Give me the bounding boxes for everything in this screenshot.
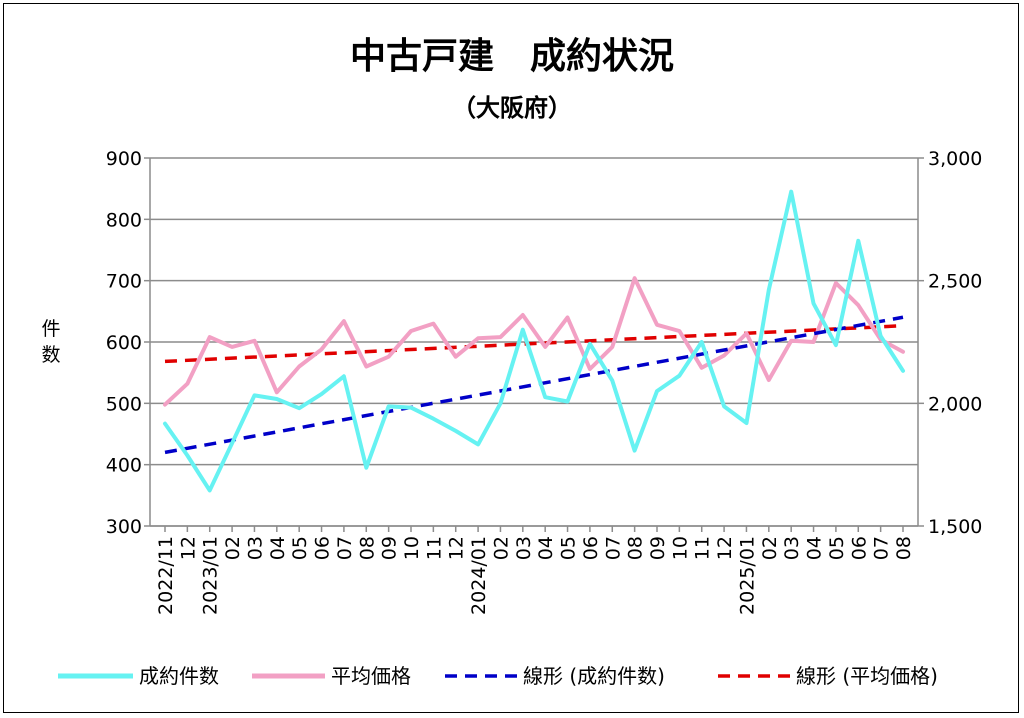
y-axis-label-char: 件 bbox=[41, 318, 60, 340]
left-axis-ticks: 300 400 500 600 700 800 900 bbox=[106, 148, 142, 538]
chart-subtitle: （大阪府） bbox=[452, 94, 572, 122]
legend-label: 成約件数 bbox=[139, 664, 219, 688]
legend: 成約件数 平均価格 線形 (成約件数) 線形 (平均価格) bbox=[58, 664, 938, 688]
series-line-count bbox=[163, 189, 905, 493]
left-tick-label: 400 bbox=[106, 455, 142, 477]
x-axis-ticks: 2022/11 12 2023/01 02 03 04 05 06 07 08 09 10 11 12 20… bbox=[155, 526, 915, 615]
x-tick-label: 06 bbox=[580, 536, 602, 560]
x-tick-label: 2022/11 bbox=[155, 536, 177, 615]
x-tick-label: 06 bbox=[312, 536, 334, 560]
trendline-price bbox=[164, 323, 904, 364]
right-tick-label: 3,000 bbox=[928, 148, 982, 170]
x-tick-label: 2024/01 bbox=[468, 536, 490, 615]
x-tick-label: 02 bbox=[222, 536, 244, 560]
x-tick-label: 07 bbox=[602, 536, 624, 560]
trendline-count bbox=[164, 315, 904, 455]
x-tick-label: 12 bbox=[177, 536, 199, 560]
x-tick-label: 03 bbox=[513, 536, 535, 560]
left-tick-label: 700 bbox=[106, 271, 142, 293]
x-tick-label: 07 bbox=[334, 536, 356, 560]
right-tick-label: 2,500 bbox=[928, 271, 982, 293]
x-tick-label: 05 bbox=[289, 536, 311, 560]
legend-label: 線形 (成約件数) bbox=[523, 664, 665, 688]
series-layer bbox=[163, 189, 905, 493]
x-tick-label: 03 bbox=[244, 536, 266, 560]
x-tick-label: 09 bbox=[647, 536, 669, 560]
axes bbox=[149, 158, 919, 527]
right-tick-label: 2,000 bbox=[928, 393, 982, 415]
x-tick-label: 11 bbox=[423, 536, 445, 560]
y-axis-label: 件数 bbox=[41, 318, 60, 366]
x-tick-label: 10 bbox=[401, 536, 423, 560]
x-tick-label: 2025/01 bbox=[736, 536, 758, 615]
x-tick-label: 03 bbox=[781, 536, 803, 560]
legend-label: 線形 (平均価格) bbox=[796, 664, 938, 688]
x-tick-label: 12 bbox=[714, 536, 736, 560]
x-tick-label: 04 bbox=[804, 536, 826, 560]
chart-title: 中古戸建 成約状況 bbox=[350, 36, 674, 77]
x-tick-label: 05 bbox=[558, 536, 580, 560]
series-line-price bbox=[163, 276, 905, 407]
x-tick-label: 08 bbox=[625, 536, 647, 560]
x-tick-label: 12 bbox=[446, 536, 468, 560]
left-tick-label: 300 bbox=[106, 516, 142, 538]
x-tick-label: 07 bbox=[871, 536, 893, 560]
left-tick-label: 500 bbox=[106, 393, 142, 415]
left-tick-label: 900 bbox=[106, 148, 142, 170]
x-tick-label: 04 bbox=[267, 536, 289, 560]
x-tick-label: 02 bbox=[759, 536, 781, 560]
x-tick-label: 02 bbox=[490, 536, 512, 560]
x-tick-label: 08 bbox=[356, 536, 378, 560]
chart-frame bbox=[3, 3, 1019, 713]
x-tick-label: 04 bbox=[535, 536, 557, 560]
x-tick-label: 09 bbox=[379, 536, 401, 560]
right-tick-label: 1,500 bbox=[928, 516, 982, 538]
y-axis-label-char: 数 bbox=[41, 344, 60, 366]
left-tick-label: 600 bbox=[106, 332, 142, 354]
x-tick-label: 05 bbox=[826, 536, 848, 560]
x-tick-label: 08 bbox=[893, 536, 915, 560]
x-tick-label: 2023/01 bbox=[200, 536, 222, 615]
legend-label: 平均価格 bbox=[331, 664, 411, 688]
x-tick-label: 06 bbox=[848, 536, 870, 560]
x-tick-label: 11 bbox=[692, 536, 714, 560]
left-tick-label: 800 bbox=[106, 209, 142, 231]
right-axis-ticks: 1,500 2,000 2,500 3,000 bbox=[928, 148, 982, 538]
x-tick-label: 10 bbox=[669, 536, 691, 560]
